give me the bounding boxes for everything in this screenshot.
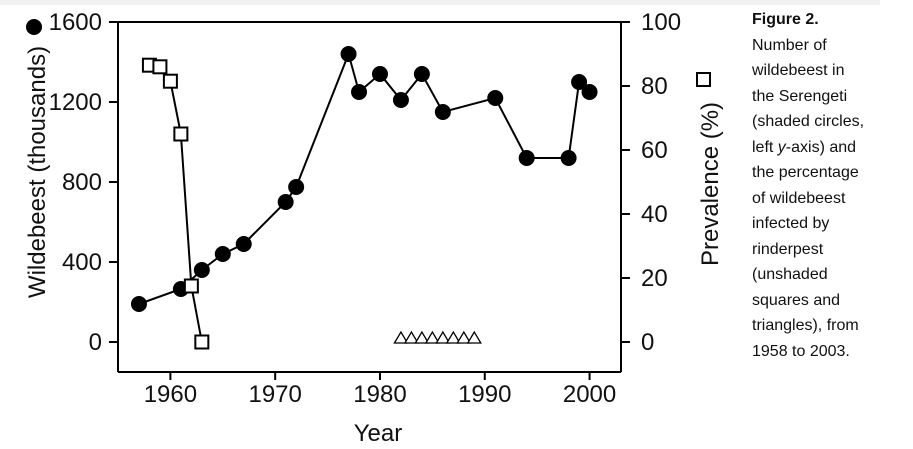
caption-line: infected by (752, 215, 830, 232)
wildebeest-point (351, 84, 368, 100)
x-tick-label: 2000 (563, 381, 616, 408)
wildebeest-point (235, 236, 252, 252)
wildebeest-point (277, 194, 294, 210)
caption-line: (unshaded (752, 266, 828, 283)
wildebeest-point (487, 90, 504, 106)
x-tick-label: 1980 (353, 381, 406, 408)
x-axis-label: Year (354, 420, 403, 447)
left-axis-legend-circle (26, 19, 42, 35)
caption-line: 1958 to 2003. (752, 342, 850, 360)
left-y-tick-label: 400 (62, 249, 102, 276)
prevalence-square-point (162, 73, 178, 89)
prevalence-square-point (194, 334, 210, 350)
wildebeest-point (371, 66, 388, 82)
prevalence-triangle-point (445, 330, 461, 344)
wildebeest-point (413, 66, 430, 82)
wildebeest-point (560, 150, 577, 166)
wildebeest-point (392, 92, 409, 108)
left-y-axis-label: Wildebeest (thousands) (24, 46, 51, 298)
right-y-tick-label: 60 (641, 137, 668, 164)
caption-title: Figure 2. (752, 11, 819, 28)
left-y-tick-label: 0 (89, 329, 102, 356)
prevalence-triangle-point (435, 330, 451, 344)
right-y-tick-label: 20 (641, 265, 668, 292)
right-y-tick-label: 100 (641, 9, 681, 36)
caption-line: the Serengeti (752, 87, 848, 105)
wildebeest-point (130, 296, 147, 312)
prevalence-square-point (173, 126, 189, 142)
wildebeest-point (518, 150, 535, 166)
right-y-tick-label: 80 (641, 73, 668, 100)
right-y-tick-label: 40 (641, 201, 668, 228)
prevalence-triangle-point (414, 330, 430, 344)
caption-line: left y-axis) and (752, 138, 857, 156)
right-axis-legend-square (696, 72, 711, 87)
x-tick-label: 1990 (458, 381, 511, 408)
wildebeest-point (193, 262, 210, 278)
caption-line: rinderpest (752, 240, 824, 258)
prevalence-triangle-point (466, 330, 482, 344)
wildebeest-point (434, 104, 451, 120)
top-divider (0, 0, 880, 5)
prevalence-triangle-point (393, 330, 409, 344)
prevalence-triangle-point (424, 330, 441, 344)
caption-line: of wildebeest (752, 189, 846, 207)
left-y-tick-label: 1200 (49, 89, 102, 116)
wildebeest-point (214, 246, 231, 262)
caption-line: the percentage (752, 164, 859, 181)
wildebeest-point (571, 74, 588, 90)
caption-line: squares and (752, 291, 841, 309)
figure-caption: Figure 2. Number of wildebeest in the Se… (752, 7, 902, 364)
x-axis-ticks: 1960 1970 1980 1990 2000 (144, 372, 616, 408)
wildebeest-chart: 0 400 800 1200 1600 0 20 40 60 80 100 1960 1970 198… (24, 9, 724, 447)
wildebeest-point (340, 46, 357, 62)
prevalence-triangle-point (456, 330, 472, 344)
wildebeest-point (288, 179, 305, 195)
prevalence-line (149, 64, 203, 343)
left-y-tick-label: 1600 (49, 9, 102, 36)
right-y-tick-label: 0 (641, 329, 654, 356)
prevalence-triangle-point (403, 330, 420, 344)
prevalence-square-point (152, 59, 168, 75)
axes (117, 21, 622, 373)
wildebeest-point (581, 84, 598, 100)
series-layer (130, 46, 598, 350)
caption-line: wildebeest in (752, 62, 845, 79)
left-y-tick-label: 800 (62, 169, 102, 196)
x-tick-label: 1970 (248, 381, 301, 408)
left-y-axis-ticks: 0 400 800 1200 1600 (49, 9, 118, 356)
caption-line: Number of (752, 36, 827, 54)
caption-line: (shaded circles, (752, 113, 865, 130)
right-y-axis-ticks: 0 20 40 60 80 100 (621, 9, 681, 356)
prevalence-square-point (183, 278, 199, 294)
caption-line: triangles), from (752, 317, 859, 334)
right-y-axis-label: Prevalence (%) (697, 102, 724, 266)
x-tick-label: 1960 (144, 381, 197, 408)
